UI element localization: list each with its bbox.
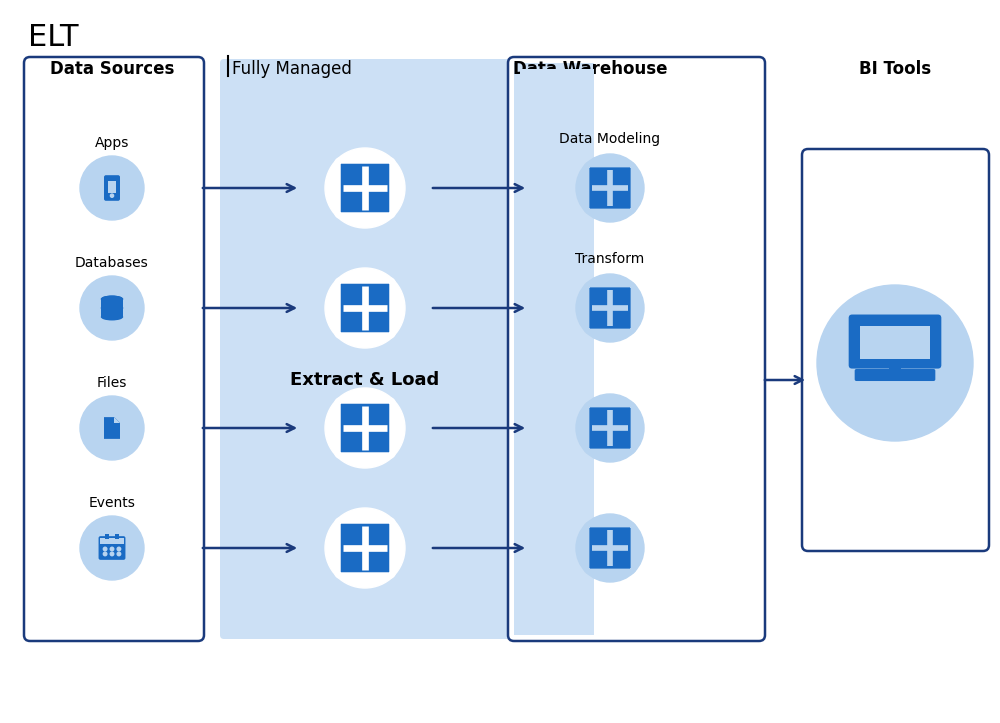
Circle shape [576,274,644,342]
Circle shape [117,552,121,556]
Text: ELT: ELT [28,23,78,52]
Text: Databases: Databases [75,256,149,270]
FancyBboxPatch shape [802,149,989,551]
FancyBboxPatch shape [337,161,393,215]
Circle shape [576,394,644,462]
FancyBboxPatch shape [337,281,393,335]
Text: Data Warehouse: Data Warehouse [513,60,667,78]
Text: Fully Managed: Fully Managed [232,60,352,78]
Text: Apps: Apps [95,136,129,150]
FancyBboxPatch shape [514,63,594,635]
Text: BI Tools: BI Tools [859,60,931,78]
FancyBboxPatch shape [587,525,633,571]
Text: Files: Files [97,376,127,390]
FancyBboxPatch shape [99,536,125,560]
Polygon shape [114,417,120,423]
Circle shape [80,516,144,580]
FancyBboxPatch shape [855,369,935,381]
Circle shape [103,552,107,556]
Circle shape [325,508,405,588]
FancyBboxPatch shape [337,521,393,576]
Text: Data Modeling: Data Modeling [559,132,661,146]
FancyBboxPatch shape [104,175,120,201]
Bar [889,364,901,371]
Text: Transform: Transform [575,252,645,266]
Ellipse shape [101,296,123,302]
FancyBboxPatch shape [849,315,941,369]
Circle shape [110,547,114,551]
Circle shape [817,285,973,441]
Circle shape [325,148,405,228]
Bar [115,534,119,539]
Bar [105,534,109,539]
FancyBboxPatch shape [587,285,633,331]
FancyBboxPatch shape [587,405,633,451]
Circle shape [103,547,107,551]
Ellipse shape [101,296,123,302]
Circle shape [80,156,144,220]
Circle shape [110,552,114,556]
Text: Data Sources: Data Sources [50,60,174,78]
FancyBboxPatch shape [587,165,633,211]
Circle shape [325,388,405,468]
FancyBboxPatch shape [508,57,765,641]
FancyBboxPatch shape [220,59,518,639]
Bar [100,538,124,544]
Text: Extract & Load: Extract & Load [290,371,440,389]
Ellipse shape [101,314,123,320]
Circle shape [576,154,644,222]
Ellipse shape [101,304,123,312]
Circle shape [80,276,144,340]
Text: Events: Events [89,496,135,510]
Bar [860,325,930,359]
Bar [520,69,594,629]
Circle shape [576,514,644,582]
Circle shape [325,268,405,348]
Polygon shape [104,417,120,439]
FancyBboxPatch shape [24,57,204,641]
Ellipse shape [101,304,123,312]
Bar [108,181,116,192]
FancyBboxPatch shape [337,401,393,455]
Circle shape [80,396,144,460]
Circle shape [117,547,121,551]
Circle shape [110,194,114,197]
Bar [101,299,123,317]
